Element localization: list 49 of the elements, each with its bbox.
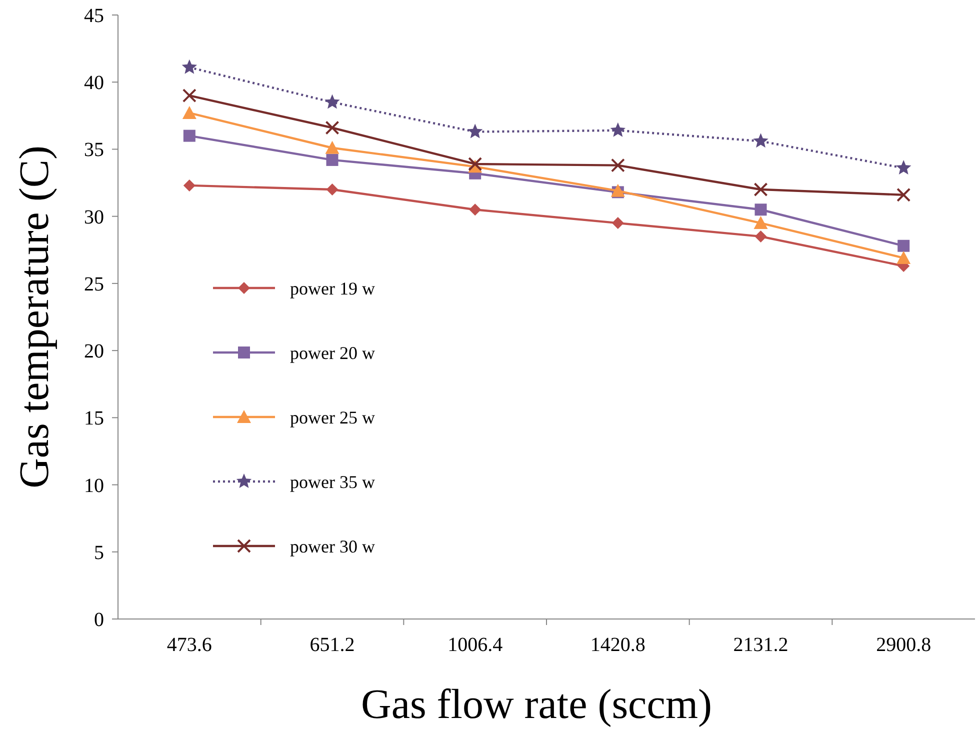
x-tick-label: 1006.4 (448, 634, 503, 656)
point (898, 240, 910, 252)
point (896, 250, 911, 264)
legend-label: power 30 w (290, 536, 375, 556)
legend-label: power 35 w (290, 472, 375, 492)
point (182, 88, 196, 103)
point (325, 140, 340, 154)
y-axis-title: Gas temperature (C) (12, 146, 58, 488)
point (610, 122, 626, 137)
x-tick-label: 1420.8 (590, 634, 646, 656)
point (610, 184, 625, 197)
point (754, 204, 767, 216)
point (182, 59, 198, 74)
y-tick-label: 20 (84, 340, 104, 363)
x-tick-label: 2131.2 (733, 634, 788, 656)
point (183, 130, 196, 142)
point (896, 160, 912, 174)
point (467, 124, 483, 138)
legend-label: power 20 w (290, 342, 375, 363)
point (753, 133, 768, 148)
y-tick-label: 5 (94, 542, 104, 564)
point (896, 188, 911, 202)
point (326, 154, 338, 166)
x-axis-title: Gas flow rate (sccm) (360, 682, 712, 728)
point (325, 120, 340, 135)
point (612, 217, 624, 230)
y-tick-label: 10 (84, 474, 104, 497)
point (754, 230, 767, 242)
point (183, 179, 196, 192)
x-tick-label: 473.6 (166, 634, 212, 656)
y-tick-label: 35 (84, 139, 104, 162)
point (610, 158, 625, 172)
point (326, 183, 338, 196)
y-tick-label: 40 (84, 72, 104, 94)
y-tick-label: 45 (84, 5, 104, 27)
point (468, 156, 482, 171)
y-tick-label: 0 (94, 609, 104, 631)
legend-label: power 25 w (290, 407, 375, 428)
x-tick-label: 2900.8 (876, 634, 932, 656)
point (182, 106, 196, 119)
y-tick-label: 25 (84, 273, 104, 296)
y-tick-label: 30 (84, 206, 104, 228)
y-tick-label: 15 (84, 408, 104, 430)
point (754, 182, 768, 196)
point (469, 204, 482, 216)
x-tick-label: 651.2 (310, 634, 355, 656)
legend-label: power 19 w (290, 278, 375, 298)
point (754, 216, 768, 230)
point (324, 94, 340, 109)
